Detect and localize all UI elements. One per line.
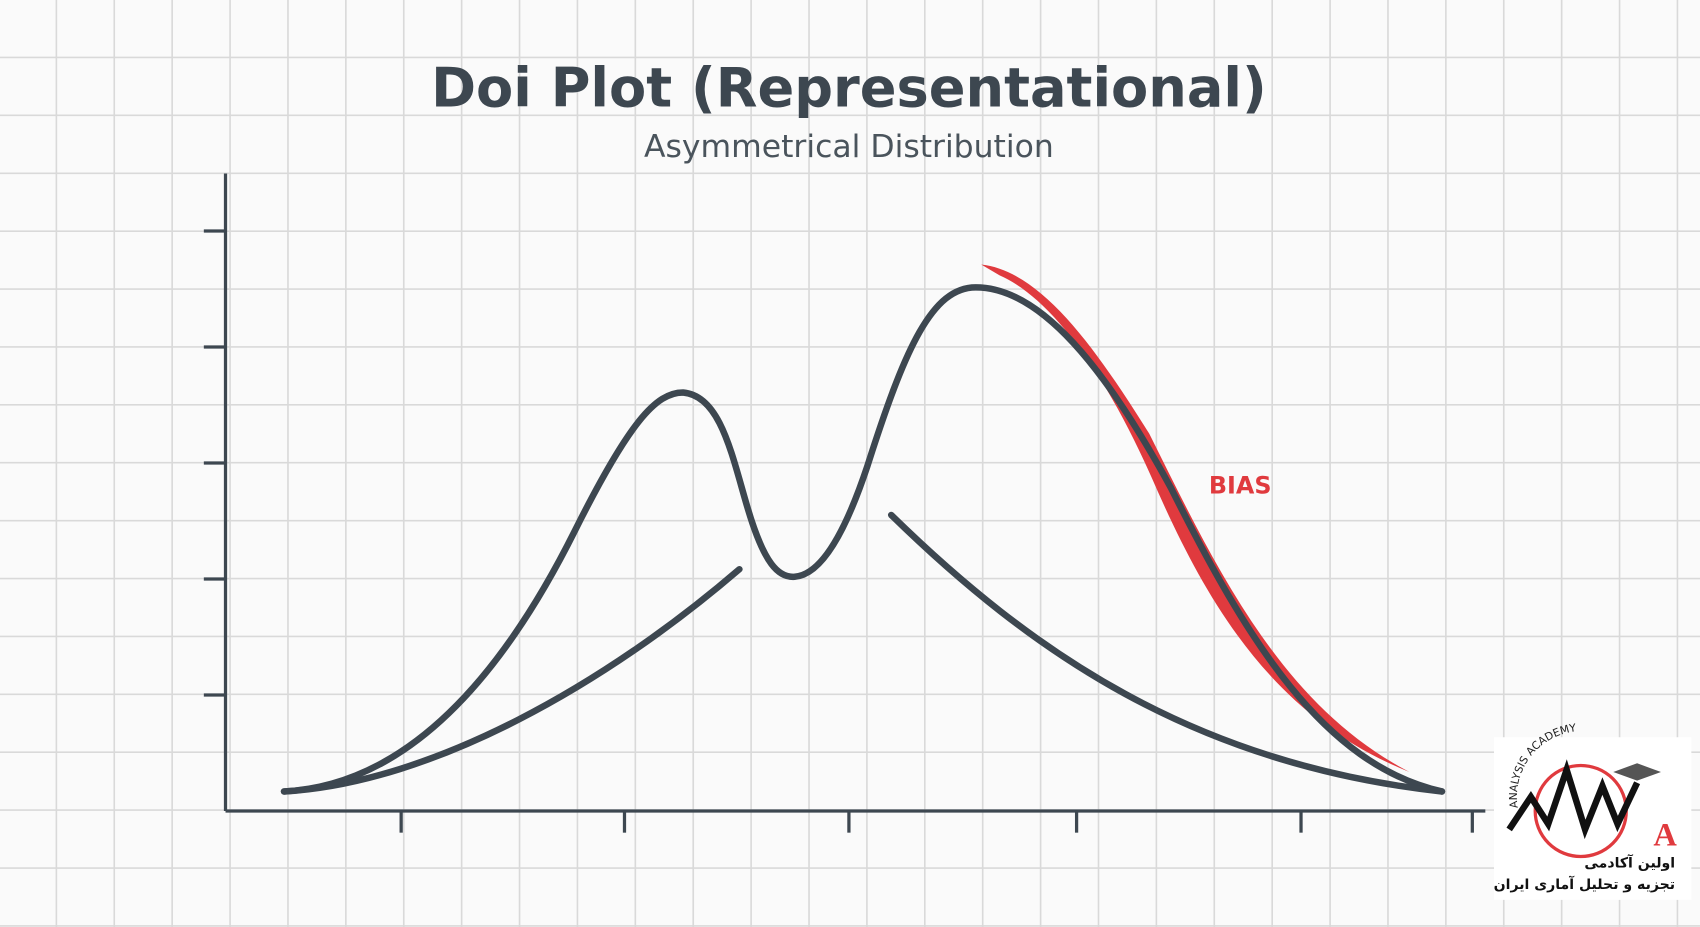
logo-line2: تجزیه و تحلیل آماری ایران xyxy=(1494,875,1675,893)
funnel-right xyxy=(887,511,1446,795)
subtitle: Asymmetrical Distribution xyxy=(644,129,1054,165)
svg-text:A: A xyxy=(1653,818,1677,854)
distribution-curve xyxy=(280,284,1446,795)
title: Doi Plot (Representational) xyxy=(431,56,1267,119)
logo: ANALYSIS ACADEMY A اولین آکادمی تجزیه و … xyxy=(1494,721,1692,900)
axes xyxy=(203,173,1486,833)
bias-label: BIAS xyxy=(1209,471,1272,499)
funnel-left xyxy=(280,565,743,795)
logo-line1: اولین آکادمی xyxy=(1584,853,1675,871)
